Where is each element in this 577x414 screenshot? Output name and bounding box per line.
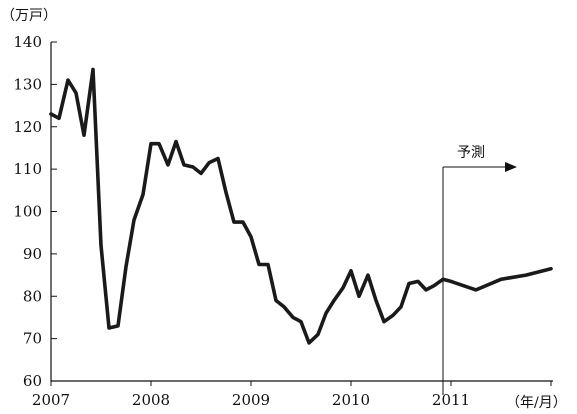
x-tick-label: 2007 xyxy=(32,391,70,409)
x-tick-label: 2008 xyxy=(132,391,170,409)
x-axis-unit-label: （年/月） xyxy=(506,395,567,411)
y-tick-label: 120 xyxy=(13,118,42,136)
y-tick-label: 80 xyxy=(23,287,42,305)
tick-group: 60 70 80 90 100 110 120 130 140 2007 2008 2009 2010 2… xyxy=(13,33,552,409)
y-tick-label: 100 xyxy=(13,203,42,221)
x-tick-label: 2011 xyxy=(432,391,470,409)
x-tick-label: 2009 xyxy=(232,391,270,409)
data-line xyxy=(49,67,553,345)
y-tick-label: 110 xyxy=(13,160,42,178)
forecast-label: 予測 xyxy=(457,145,485,161)
y-tick-label: 90 xyxy=(23,245,42,263)
series-group xyxy=(49,67,553,345)
y-tick-label: 60 xyxy=(23,372,42,390)
y-tick-label: 70 xyxy=(23,330,42,348)
axes xyxy=(50,42,553,382)
y-tick-label: 130 xyxy=(13,75,42,93)
forecast-annotation: 予測 xyxy=(442,145,517,395)
y-axis-unit-label: （万戸） xyxy=(1,8,57,24)
forecast-arrowhead xyxy=(505,162,517,172)
y-tick-label: 140 xyxy=(13,33,42,51)
x-tick-label: 2010 xyxy=(332,391,370,409)
